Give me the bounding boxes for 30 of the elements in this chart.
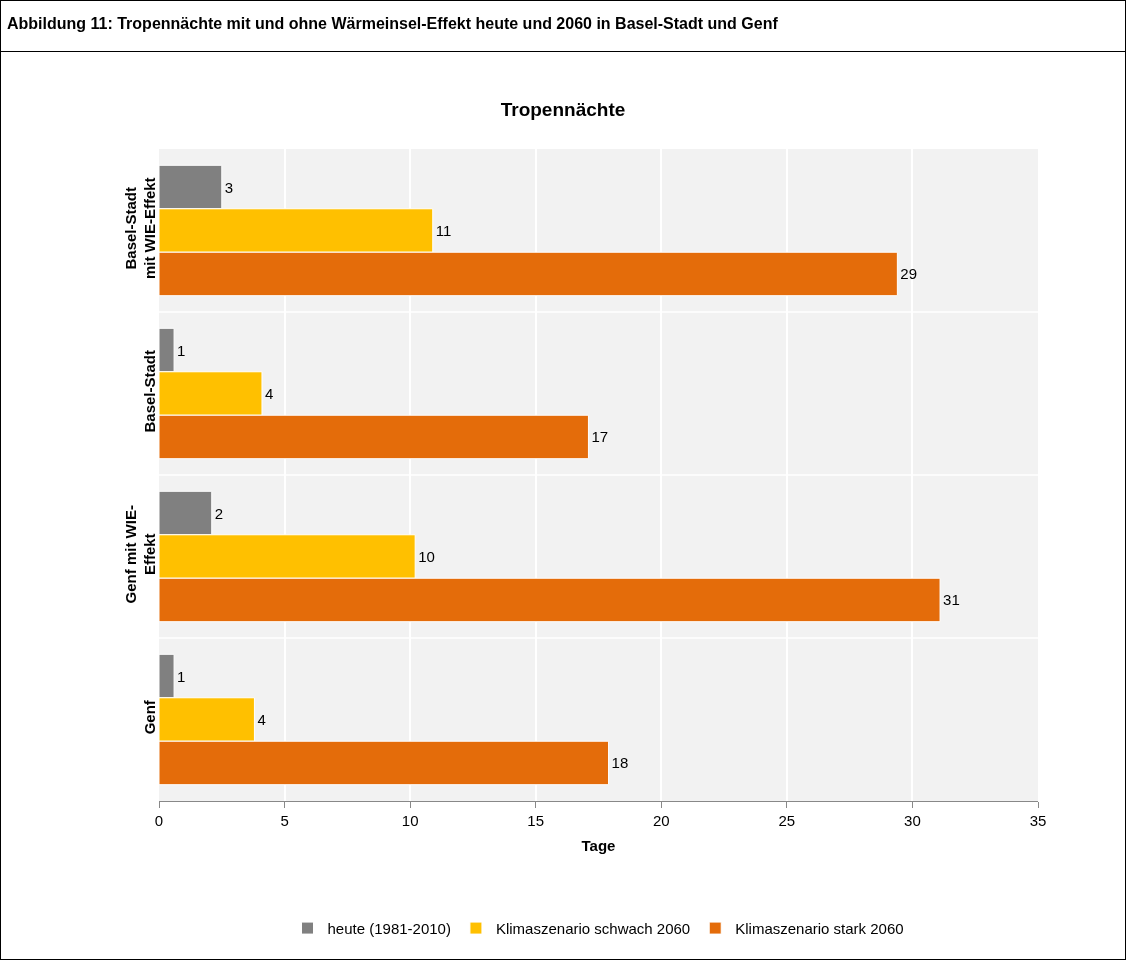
x-tick-label: 20	[652, 812, 670, 829]
data-label: 17	[591, 428, 609, 446]
x-tick-label: 25	[778, 812, 796, 829]
chart-title: Tropennächte	[500, 99, 626, 121]
legend-label: heute (1981-2010)	[327, 919, 451, 937]
data-label: 1	[177, 667, 186, 685]
y-tick-label: Genf	[141, 699, 158, 735]
x-axis-title: Tage	[581, 837, 616, 854]
data-label: 10	[418, 548, 435, 565]
data-label: 29	[900, 265, 918, 283]
data-label: 4	[264, 385, 274, 402]
legend-label: Klimaszenario stark 2060	[735, 919, 904, 937]
data-label: 3	[224, 178, 234, 196]
x-tick-label: 35	[1029, 812, 1047, 829]
y-tick-label: Basel-Stadt	[141, 349, 158, 433]
x-tick-label: 10	[401, 812, 419, 829]
x-tick-label: 0	[154, 812, 164, 829]
text: Abbildung 11: Tropennächte mit und ohne Wärmeinsel-Effekt heute und 2060 in Basel-Stadt und Genf	[7, 15, 778, 33]
y-tick-label: Genf mit WIE- Effekt	[121, 505, 158, 604]
data-label: 11	[435, 222, 452, 239]
data-label: 18	[611, 754, 629, 772]
legend-label: Klimaszenario schwach 2060	[495, 919, 691, 937]
data-label: 31	[943, 591, 960, 609]
x-tick-label: 30	[904, 812, 921, 829]
data-label: 4	[257, 711, 266, 728]
x-tick-label: 15	[527, 812, 545, 829]
x-tick-label: 5	[280, 812, 289, 829]
data-label: 1	[177, 341, 186, 359]
y-tick-label: Basel-Stadt mit WIE-Effekt	[121, 177, 158, 280]
data-label: 2	[214, 504, 224, 522]
